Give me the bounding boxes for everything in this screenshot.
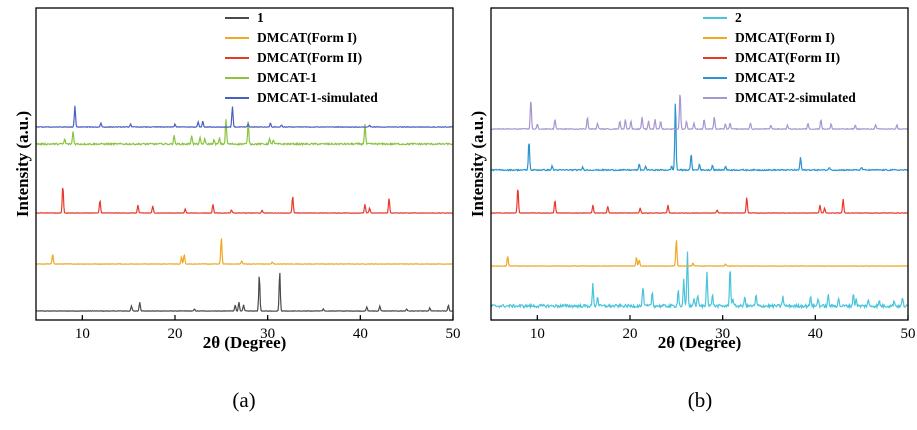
x-tick-label: 20: [623, 326, 638, 342]
legend-label: DMCAT-1-simulated: [257, 90, 378, 105]
x-tick-label: 20: [168, 326, 183, 342]
series-line-5: [35, 105, 453, 129]
legend-label: 1: [257, 10, 264, 25]
legend-label: 2: [735, 10, 742, 25]
panel-label: (b): [688, 388, 713, 412]
x-tick-label: 30: [260, 326, 275, 342]
legend: 1 DMCAT(Form I) DMCAT(Form II) DMCAT-1 DMCAT…: [225, 10, 378, 105]
series-line-1: [35, 272, 453, 313]
x-tick-label: 40: [808, 326, 823, 342]
x-tick-label: 40: [353, 326, 368, 342]
panel-a: 10 20 30 40 50 2θ (Degree) Intensity (a.u.) 1 DM…: [13, 7, 461, 412]
legend-label: DMCAT(Form II): [735, 50, 840, 65]
x-tick-label: 10: [530, 326, 545, 342]
y-axis-label: Intensity (a.u.): [468, 111, 487, 217]
legend-label: DMCAT(Form II): [257, 50, 362, 65]
x-tick-label: 30: [715, 326, 730, 342]
series-line-4: [35, 119, 453, 147]
series-line-2: [490, 240, 908, 267]
legend-label: DMCAT(Form I): [735, 30, 835, 45]
series-line-2: [35, 238, 453, 265]
legend-label: DMCAT-2: [735, 70, 795, 85]
plot-frame: [490, 7, 909, 321]
legend-label: DMCAT(Form I): [257, 30, 357, 45]
series-line-4: [491, 103, 908, 172]
series-line-5: [490, 94, 908, 131]
series-line-3: [490, 189, 908, 214]
series-line-1: [490, 251, 908, 310]
panel-label: (a): [232, 388, 255, 412]
x-tick-label: 50: [446, 326, 461, 342]
x-axis-label: 2θ (Degree): [658, 333, 742, 352]
x-axis-label: 2θ (Degree): [203, 333, 287, 352]
legend-label: DMCAT-2-simulated: [735, 90, 856, 105]
legend: 2 DMCAT(Form I) DMCAT(Form II) DMCAT-2 DMCAT…: [703, 10, 856, 105]
panel-b: 10 20 30 40 50 2θ (Degree) Intensity (a.u.) 2 DM…: [468, 7, 916, 412]
series-line-3: [35, 187, 453, 214]
y-axis-label: Intensity (a.u.): [13, 111, 32, 217]
legend-label: DMCAT-1: [257, 70, 317, 85]
x-tick-label: 50: [901, 326, 916, 342]
x-tick-label: 10: [75, 326, 90, 342]
plot-frame: [35, 7, 454, 321]
